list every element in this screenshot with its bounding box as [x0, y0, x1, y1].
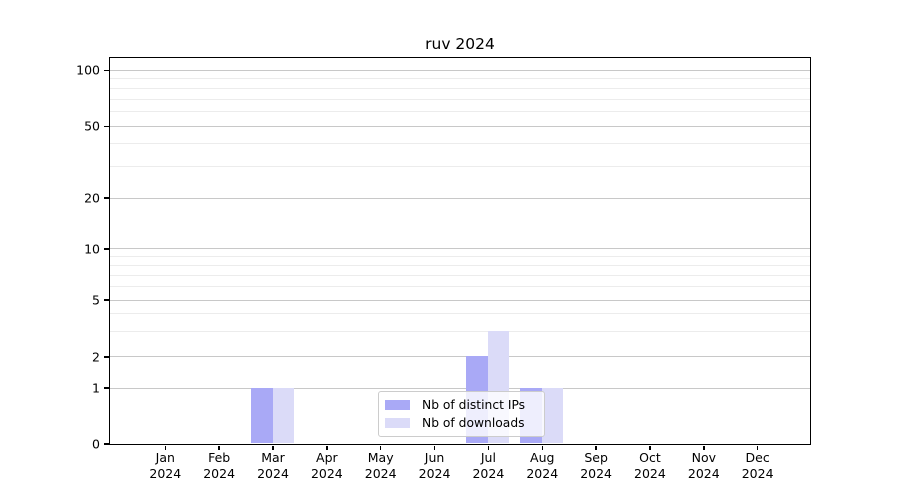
- ytick-label-2: 2: [92, 349, 100, 365]
- xtick-mark-nov: [703, 445, 705, 450]
- xtick-mark-dec: [756, 445, 759, 450]
- xtick-label-jan: Jan 2024: [149, 450, 181, 481]
- xtick-label-feb: Feb 2024: [203, 450, 235, 481]
- minor-gridline-y-6: [109, 286, 810, 288]
- xtick-year: 2024: [257, 465, 289, 481]
- legend: Nb of distinct IPs Nb of downloads: [378, 391, 545, 437]
- ytick-label-20: 20: [84, 190, 100, 206]
- ytick-mark-1: [103, 387, 109, 389]
- xtick-mark-aug: [541, 445, 543, 450]
- major-gridline-y-1: [109, 387, 810, 389]
- xtick-year: 2024: [310, 465, 343, 481]
- chart-title: ruv 2024: [425, 35, 495, 53]
- xtick-year: 2024: [687, 465, 720, 481]
- xtick-year: 2024: [580, 465, 612, 481]
- ytick-mark-10: [103, 248, 109, 250]
- xtick-mark-jan: [164, 445, 167, 450]
- ytick-mark-2: [103, 356, 109, 358]
- xtick-month: Aug: [530, 450, 555, 465]
- x-axis: Jan 2024 Feb 2024 Mar 2024 Apr 2024 May 2024 Jun 20…: [110, 450, 810, 490]
- xtick-label-dec: Dec 2024: [742, 450, 774, 481]
- xtick-year: 2024: [634, 465, 666, 481]
- xtick-year: 2024: [526, 465, 559, 481]
- xtick-label-jun: Jun 2024: [419, 450, 451, 481]
- bar-nb-of-distinct-ips-mar: [251, 387, 273, 444]
- xtick-label-sep: Sep 2024: [580, 450, 612, 481]
- major-gridline-y-50: [109, 125, 810, 127]
- xtick-month: Apr: [316, 450, 338, 465]
- xtick-label-apr: Apr 2024: [311, 450, 343, 481]
- xtick-mark-jul: [487, 445, 490, 450]
- xtick-month: Jun: [424, 450, 445, 465]
- xtick-year: 2024: [741, 465, 774, 481]
- minor-gridline-y-3: [109, 331, 810, 333]
- legend-entry-nb-of-distinct-ips: Nb of distinct IPs: [379, 398, 544, 412]
- xtick-month: May: [367, 450, 394, 465]
- major-gridline-y-2: [109, 356, 810, 358]
- xtick-label-may: May 2024: [365, 450, 397, 481]
- legend-swatch-nb-of-downloads: [385, 417, 410, 429]
- xtick-mark-feb: [218, 445, 220, 450]
- minor-gridline-y-60: [109, 111, 810, 113]
- ytick-label-0: 0: [92, 436, 100, 452]
- legend-label-nb-of-distinct-ips: Nb of distinct IPs: [422, 398, 526, 412]
- ytick-label-5: 5: [92, 292, 100, 308]
- minor-gridline-y-8: [109, 264, 810, 266]
- major-gridline-y-5: [109, 299, 810, 301]
- major-gridline-y-100: [109, 69, 810, 71]
- xtick-year: 2024: [364, 465, 397, 481]
- xtick-month: Feb: [208, 450, 231, 465]
- legend-entry-nb-of-downloads: Nb of downloads: [379, 416, 544, 430]
- xtick-mark-sep: [595, 445, 597, 450]
- ytick-mark-0: [103, 443, 109, 445]
- xtick-year: 2024: [149, 465, 182, 481]
- xtick-month: Nov: [691, 450, 716, 465]
- legend-label-nb-of-downloads: Nb of downloads: [422, 416, 525, 430]
- ytick-label-10: 10: [84, 241, 100, 257]
- xtick-mark-may: [379, 445, 382, 450]
- xtick-label-nov: Nov 2024: [688, 450, 720, 481]
- xtick-month: Dec: [745, 450, 770, 465]
- y-axis: 100 50 20 10 5 2 1 0: [0, 58, 100, 452]
- minor-gridline-y-7: [109, 274, 810, 276]
- minor-gridline-y-4: [109, 313, 810, 315]
- ytick-mark-50: [103, 125, 109, 128]
- plot-area: [108, 56, 811, 445]
- xtick-month: Sep: [584, 450, 608, 465]
- xtick-mark-apr: [326, 445, 328, 450]
- xtick-month: Oct: [639, 450, 661, 465]
- xtick-month: Mar: [261, 450, 285, 465]
- xtick-mark-jun: [433, 445, 436, 450]
- ytick-mark-5: [103, 299, 109, 301]
- ytick-label-1: 1: [92, 380, 100, 396]
- minor-gridline-y-40: [109, 143, 810, 145]
- major-gridline-y-10: [109, 248, 810, 250]
- xtick-mark-mar: [272, 445, 274, 450]
- xtick-year: 2024: [472, 465, 505, 481]
- xtick-year: 2024: [203, 465, 236, 481]
- minor-gridline-y-80: [109, 87, 810, 89]
- minor-gridline-y-90: [109, 78, 810, 80]
- minor-gridline-y-70: [109, 98, 810, 100]
- xtick-month: Jul: [480, 450, 496, 465]
- major-gridline-y-20: [109, 197, 810, 199]
- xtick-label-jul: Jul 2024: [472, 450, 504, 481]
- bar-nb-of-downloads-aug: [541, 387, 564, 444]
- ytick-label-50: 50: [84, 118, 100, 134]
- minor-gridline-y-9: [109, 256, 810, 258]
- ytick-mark-100: [103, 69, 109, 72]
- xtick-year: 2024: [418, 465, 451, 481]
- minor-gridline-y-30: [109, 165, 810, 167]
- xtick-month: Jan: [155, 450, 175, 465]
- legend-swatch-nb-of-distinct-ips: [385, 399, 410, 411]
- ytick-mark-20: [103, 197, 109, 199]
- xtick-label-aug: Aug 2024: [526, 450, 558, 481]
- xtick-mark-oct: [649, 445, 651, 450]
- ytick-label-100: 100: [76, 62, 100, 78]
- xtick-label-mar: Mar 2024: [257, 450, 289, 481]
- bar-nb-of-downloads-mar: [272, 387, 294, 444]
- xtick-label-oct: Oct 2024: [634, 450, 666, 481]
